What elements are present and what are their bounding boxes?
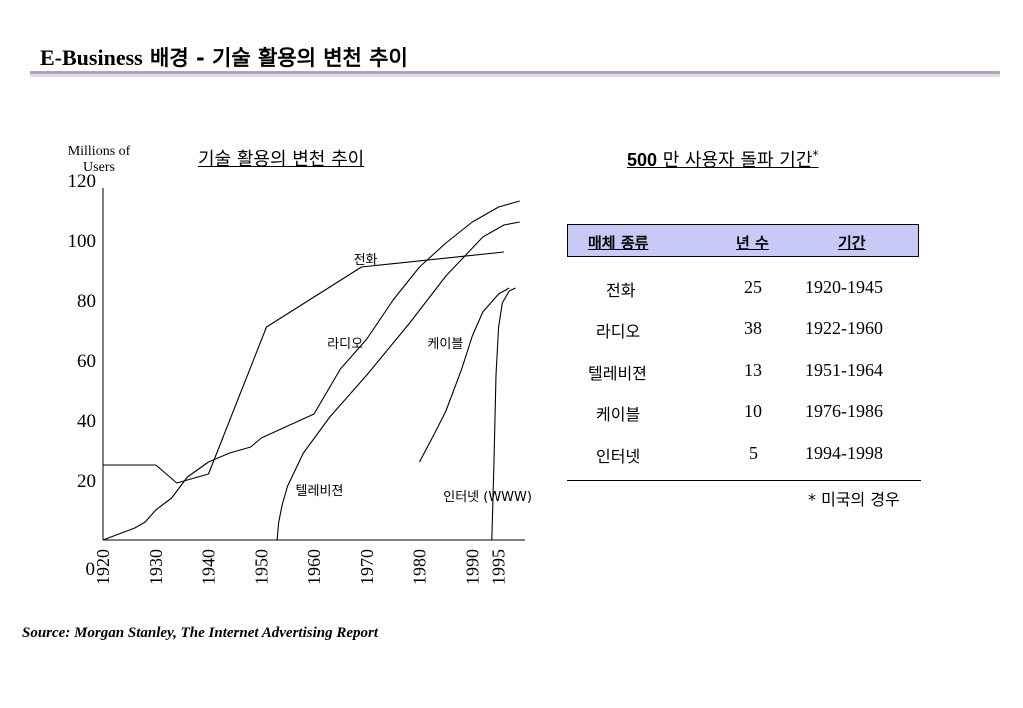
series-line [102, 200, 520, 541]
x-tick-label: 1980 [410, 549, 430, 585]
y-tick-label: 100 [68, 231, 97, 252]
series-line [276, 221, 520, 541]
page-title: E-Business 배경 - 기술 활용의 변천 추이 [40, 42, 408, 72]
table-header: 매체 종류 년 수 기간 [567, 224, 919, 257]
series-label: 텔레비젼 [296, 484, 344, 499]
x-tick-label: 1920 [93, 549, 113, 585]
line-chart: 0 20 40 60 80 100 120 1920 1930 1940 1950 1960 1970 1… [68, 171, 532, 585]
table-row: 라디오 38 1922-1960 [567, 318, 921, 348]
series-line [419, 287, 510, 463]
cell-period: 1951-1964 [805, 360, 883, 380]
y-tick-label: 60 [77, 351, 96, 372]
cell-years: 38 [744, 318, 762, 338]
page-title-en: E-Business [40, 45, 143, 70]
header-years: 년 수 [736, 234, 769, 252]
table-row: 전화 25 1920-1945 [567, 277, 921, 307]
table-title-number: 500 [627, 150, 658, 170]
y-tick-label: 0 [86, 559, 96, 580]
x-tick-label: 1940 [199, 549, 219, 585]
title-divider [30, 71, 1000, 74]
header-media-type: 매체 종류 [588, 234, 649, 252]
x-tick-label: 1970 [357, 549, 377, 585]
cell-media: 인터넷 [596, 447, 641, 466]
y-tick-label: 20 [77, 471, 96, 492]
table-title: 500 만 사용자 돌파 기간* [627, 146, 818, 172]
cell-years: 5 [749, 443, 758, 463]
cell-media: 케이블 [596, 405, 641, 424]
series-label: 인터넷 (WWW) [443, 490, 532, 505]
series-label: 케이블 [427, 337, 463, 352]
table-bottom-rule [567, 480, 921, 481]
table-row: 텔레비젼 13 1951-1964 [567, 360, 921, 390]
series-label: 전화 [354, 253, 378, 268]
table-footnote: * 미국의 경우 [808, 490, 900, 509]
y-axis-label: Millions of Users [67, 144, 131, 175]
cell-media: 텔레비젼 [588, 364, 647, 383]
y-tick-label: 40 [77, 411, 96, 432]
cell-period: 1994-1998 [805, 443, 883, 463]
cell-media: 라디오 [596, 322, 641, 341]
series-line [491, 287, 516, 541]
table-row: 케이블 10 1976-1986 [567, 401, 921, 431]
series-label: 라디오 [327, 337, 363, 352]
x-tick-label: 1930 [146, 549, 166, 585]
cell-period: 1976-1986 [805, 401, 883, 421]
cell-period: 1920-1945 [805, 277, 883, 297]
cell-media: 전화 [606, 281, 636, 300]
title-divider-shadow [30, 74, 1000, 77]
table-title-text: 만 사용자 돌파 기간 [657, 150, 813, 171]
cell-period: 1922-1960 [805, 318, 883, 338]
header-period: 기간 [838, 234, 866, 252]
series-line [103, 251, 504, 484]
cell-years: 13 [744, 360, 762, 380]
source-citation: Source: Morgan Stanley, The Internet Adv… [22, 625, 379, 641]
x-tick-label: 1995 [489, 549, 509, 585]
y-tick-label: 80 [77, 291, 96, 312]
cell-years: 10 [744, 401, 762, 421]
table-row: 인터넷 5 1994-1998 [567, 443, 921, 473]
page-title-ko: 배경 - 기술 활용의 변천 추이 [142, 46, 408, 70]
x-tick-label: 1960 [304, 549, 324, 585]
table-title-mark: * [812, 148, 819, 162]
x-tick-label: 1990 [462, 549, 482, 585]
x-tick-label: 1950 [251, 549, 271, 585]
y-tick-label: 120 [68, 171, 97, 192]
chart-title: 기술 활용의 변천 추이 [198, 149, 365, 170]
cell-years: 25 [744, 277, 762, 297]
